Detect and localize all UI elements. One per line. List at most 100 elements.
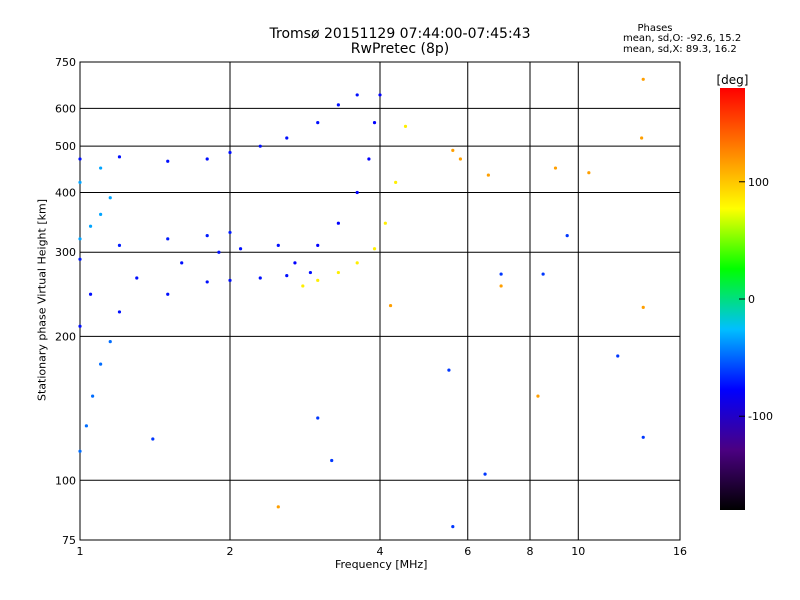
data-point: [641, 435, 645, 439]
data-point: [276, 243, 280, 248]
data-point: [355, 190, 359, 195]
data-point: [483, 472, 487, 476]
data-point: [447, 368, 451, 372]
y-tick-label: 200: [55, 330, 76, 343]
stats-title: Phases: [637, 23, 673, 34]
data-point: [108, 196, 112, 200]
data-point: [403, 124, 408, 128]
data-point: [151, 437, 155, 441]
data-point: [78, 180, 82, 184]
data-point: [355, 261, 359, 265]
data-point: [228, 150, 232, 155]
chart-title: Tromsø 20151129 07:44:00-07:45:43: [269, 26, 531, 42]
data-point: [285, 136, 289, 140]
data-point: [330, 458, 334, 463]
data-point: [293, 261, 297, 265]
x-axis-label: Frequency [MHz]: [335, 558, 428, 571]
data-point: [451, 525, 455, 529]
y-tick-label: 400: [55, 186, 76, 199]
data-point: [316, 243, 320, 248]
data-point: [78, 257, 82, 261]
x-tick-label: 4: [377, 545, 384, 558]
data-point: [91, 394, 95, 398]
data-point: [166, 159, 170, 163]
data-point: [336, 103, 340, 107]
data-point: [166, 237, 170, 241]
data-point: [536, 394, 540, 398]
data-point: [276, 505, 280, 509]
data-point: [316, 278, 320, 282]
colorbar-label: [deg]: [717, 73, 749, 87]
data-point: [238, 247, 243, 251]
data-point: [117, 155, 122, 159]
data-point: [641, 305, 645, 309]
data-point: [486, 173, 490, 177]
data-point: [88, 292, 93, 296]
data-point: [541, 272, 545, 276]
data-point: [336, 221, 340, 225]
data-point: [166, 292, 170, 296]
data-point: [99, 166, 103, 170]
colorbar-tick-label: 0: [748, 293, 755, 306]
colorbar-tick-label: -100: [748, 410, 773, 423]
data-point: [316, 121, 320, 125]
data-point: [640, 136, 644, 140]
data-point: [228, 278, 232, 282]
data-point: [308, 270, 313, 275]
data-point: [355, 93, 359, 97]
data-point: [78, 324, 82, 328]
data-point: [205, 280, 209, 284]
x-tick-label: 10: [571, 545, 585, 558]
data-point: [258, 276, 262, 280]
data-point: [117, 243, 122, 248]
chart-subtitle: RwPretec (8p): [350, 41, 450, 57]
y-tick-label: 600: [55, 102, 76, 115]
data-point: [394, 180, 398, 184]
data-point: [336, 270, 340, 275]
x-tick-label: 1: [77, 545, 84, 558]
data-point: [117, 310, 122, 314]
data-point: [565, 233, 569, 238]
plot-frame: [79, 61, 681, 541]
data-point: [499, 272, 503, 276]
data-point: [378, 93, 382, 97]
y-tick-label: 75: [62, 534, 76, 547]
data-point: [99, 212, 103, 216]
x-tick-label: 6: [464, 545, 471, 558]
data-point: [458, 157, 463, 161]
stats-mean-o: mean, sd,O: -92.6, 15.2: [623, 33, 742, 44]
data-point: [372, 121, 377, 125]
x-tick-label: 8: [527, 545, 534, 558]
colorbar-tick-label: 100: [748, 176, 769, 189]
data-point: [228, 230, 232, 235]
data-point: [587, 171, 591, 175]
data-point: [641, 77, 645, 81]
data-point: [88, 224, 93, 228]
data-point: [258, 144, 262, 148]
data-point: [285, 274, 289, 278]
data-point: [108, 340, 112, 344]
data-point: [553, 166, 558, 170]
y-tick-label: 100: [55, 474, 76, 487]
data-point: [388, 303, 393, 308]
data-point: [135, 276, 139, 280]
y-tick-label: 300: [55, 246, 76, 259]
data-point: [78, 237, 82, 241]
data-point: [180, 261, 184, 265]
data-point: [217, 250, 221, 254]
data-point: [78, 157, 82, 161]
data-point: [99, 362, 103, 366]
data-point: [383, 221, 387, 225]
data-point: [372, 247, 377, 251]
data-point: [205, 233, 209, 238]
data-point: [78, 449, 82, 453]
data-point: [205, 157, 209, 161]
data-point: [499, 284, 503, 288]
y-tick-label: 750: [55, 56, 76, 69]
data-point: [301, 284, 305, 288]
x-tick-label: 16: [673, 545, 687, 558]
x-tick-label: 2: [227, 545, 234, 558]
stats-mean-x: mean, sd,X: 89.3, 16.2: [623, 44, 737, 55]
data-point: [84, 424, 88, 428]
